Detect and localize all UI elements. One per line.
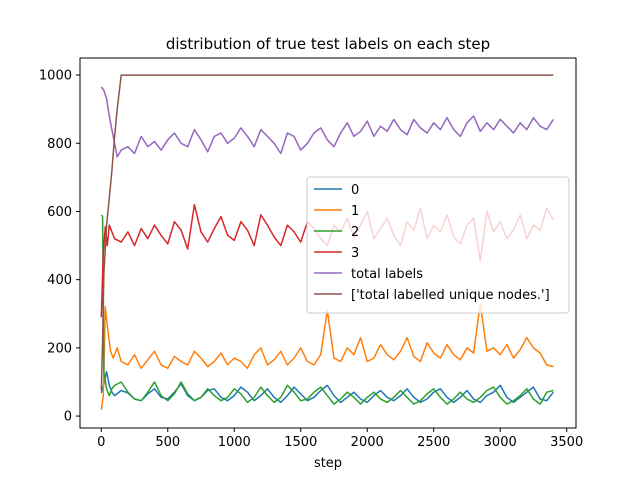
y-tick-label: 800 [47, 137, 72, 152]
legend: 0 1 2 3 total labels ['total labelled unique … [306, 176, 570, 314]
x-tick-label: 0 [97, 435, 105, 450]
x-tick-label: 3000 [484, 435, 517, 450]
legend-box [306, 176, 570, 314]
y-tick-label: 1000 [39, 69, 72, 84]
x-tick-label: 2500 [417, 435, 450, 450]
x-tick-label: 3500 [550, 435, 583, 450]
series-line-2 [100, 214, 554, 405]
axes-frame [79, 57, 577, 429]
series-line-0 [100, 370, 554, 404]
legend-label: ['total labelled unique nodes.'] [351, 288, 550, 303]
x-tick-label: 1000 [218, 435, 251, 450]
legend-label: total labels [351, 267, 423, 282]
chart-title: distribution of true test labels on each… [166, 35, 490, 53]
legend-label: 2 [351, 225, 359, 240]
series-line-5 [100, 74, 554, 391]
x-axis: 0 500 1000 1500 2000 2500 3000 3500 [97, 428, 583, 450]
y-tick-label: 600 [47, 205, 72, 220]
x-axis-label: step [314, 456, 342, 471]
legend-label: 1 [351, 204, 359, 219]
plot-area [79, 57, 577, 429]
series-line-4 [100, 86, 555, 158]
series-line-1 [100, 302, 554, 411]
x-tick-label: 2000 [351, 435, 384, 450]
y-axis: 0 200 400 600 800 1000 [39, 69, 80, 425]
y-tick-label: 200 [47, 341, 72, 356]
y-tick-label: 0 [64, 410, 72, 425]
y-tick-label: 400 [47, 273, 72, 288]
x-tick-label: 1500 [284, 435, 317, 450]
legend-label: 0 [351, 183, 359, 198]
x-tick-label: 500 [155, 435, 180, 450]
legend-label: 3 [351, 246, 359, 261]
